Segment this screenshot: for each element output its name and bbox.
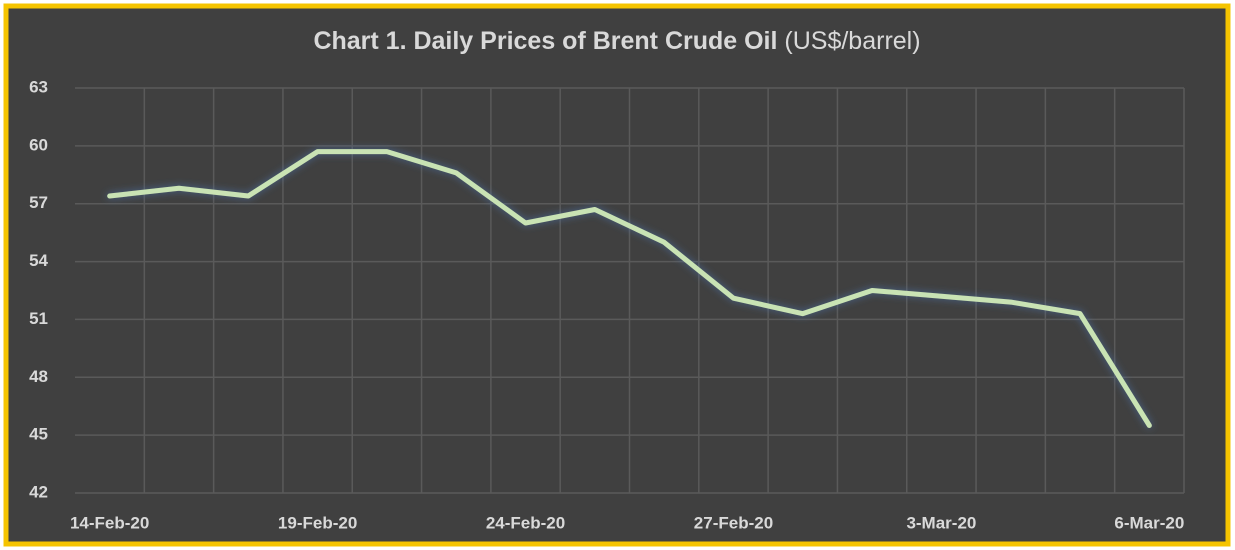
x-tick-label: 27-Feb-20 [694, 513, 773, 532]
x-tick-label: 24-Feb-20 [486, 513, 565, 532]
x-tick-label: 19-Feb-20 [278, 513, 357, 532]
x-tick-label: 14-Feb-20 [70, 513, 149, 532]
y-tick-label: 63 [29, 77, 48, 96]
y-tick-label: 51 [29, 309, 48, 328]
line-series [107, 149, 1152, 428]
y-tick-label: 54 [29, 251, 48, 270]
y-tick-label: 60 [29, 135, 48, 154]
chart-title: Chart 1. Daily Prices of Brent Crude Oil… [313, 27, 920, 55]
x-tick-label: 6-Mar-20 [1114, 513, 1184, 532]
y-tick-label: 48 [29, 367, 48, 386]
y-tick-label: 45 [29, 425, 48, 444]
x-tick-label: 3-Mar-20 [906, 513, 976, 532]
title-unit: (US$/barrel) [784, 27, 920, 55]
y-tick-label: 57 [29, 193, 48, 212]
chart-frame [3, 3, 1231, 547]
y-tick-label: 42 [29, 482, 48, 501]
title-main: Chart 1. Daily Prices of Brent Crude Oil [313, 27, 777, 55]
